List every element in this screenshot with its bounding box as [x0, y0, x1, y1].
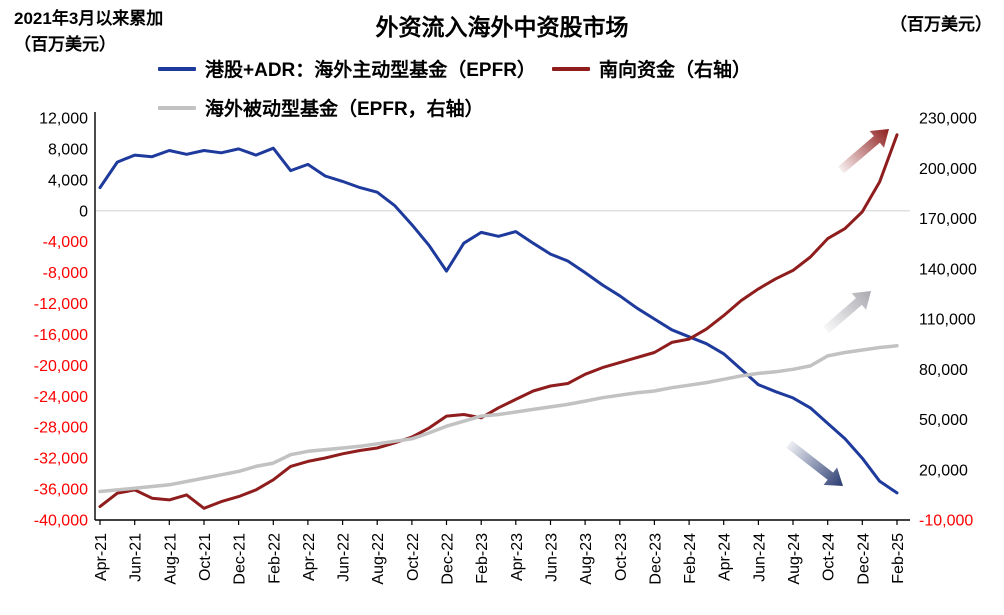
x-axis-tick-label: Dec-24	[855, 533, 872, 585]
left-axis-tick-label: -28,000	[34, 420, 88, 437]
x-axis-tick-label: Apr-24	[717, 533, 734, 581]
legend-line-swatch-gray	[158, 105, 196, 110]
x-axis-tick-label: Apr-21	[93, 533, 110, 581]
legend-line-swatch-blue	[158, 66, 196, 71]
left-axis-tick-label: 8,000	[48, 141, 88, 158]
left-axis-tick-label: -12,000	[34, 296, 88, 313]
x-axis-tick-label: Jun-22	[336, 533, 353, 582]
left-axis-tick-label: -36,000	[34, 482, 88, 499]
active-outflow-trend-arrow-icon	[786, 440, 843, 486]
x-axis-tick-label: Oct-23	[613, 533, 630, 581]
legend-item-active-funds: 港股+ADR：海外主动型基金（EPFR）	[158, 55, 536, 82]
x-axis-tick-label: Feb-25	[890, 533, 907, 584]
left-axis-tick-label: 4,000	[48, 172, 88, 189]
x-axis-tick-label: Aug-24	[786, 533, 803, 585]
x-axis-tick-label: Aug-21	[162, 533, 179, 585]
x-axis-tick-label: Oct-21	[197, 533, 214, 581]
x-axis-tick-label: Jun-23	[544, 533, 561, 582]
x-axis-tick-label: Apr-23	[509, 533, 526, 581]
right-axis-tick-label: 140,000	[919, 261, 977, 278]
x-axis-tick-label: Dec-22	[440, 533, 457, 585]
x-axis-tick-label: Feb-23	[474, 533, 491, 584]
right-axis-tick-label: -10,000	[919, 513, 973, 530]
legend-item-passive-funds: 海外被动型基金（EPFR，右轴）	[158, 94, 484, 121]
x-axis-tick-label: Jun-24	[751, 533, 768, 582]
left-axis-tick-label: -40,000	[34, 513, 88, 530]
right-axis-tick-label: 110,000	[919, 312, 976, 329]
left-axis-tick-label: 0	[79, 203, 88, 220]
left-axis-title-line1: 2021年3月以来累加	[14, 9, 164, 28]
legend-row-2: 海外被动型基金（EPFR，右轴）	[158, 94, 751, 121]
x-axis-tick-label: Oct-22	[405, 533, 422, 581]
passive-trend-arrow-icon	[823, 291, 871, 334]
southbound-trend-arrow-icon	[838, 129, 889, 174]
x-axis-tick-label: Feb-22	[266, 533, 283, 584]
left-axis-tick-label: -4,000	[43, 234, 88, 251]
legend-label-southbound: 南向资金（右轴）	[598, 60, 751, 81]
left-axis-tick-label: -20,000	[34, 358, 88, 375]
legend: 港股+ADR：海外主动型基金（EPFR） 南向资金（右轴） 海外被动型基金（EP…	[158, 55, 751, 133]
left-axis-tick-label: -24,000	[34, 389, 88, 406]
legend-label-passive-funds: 海外被动型基金（EPFR，右轴）	[205, 99, 484, 120]
right-axis-tick-label: 200,000	[919, 161, 977, 178]
legend-row-1: 港股+ADR：海外主动型基金（EPFR） 南向资金（右轴）	[158, 55, 751, 82]
series-line-2	[98, 344, 899, 494]
x-axis-tick-label: Dec-21	[232, 533, 249, 585]
left-axis-tick-label: -32,000	[34, 451, 88, 468]
left-axis-title: 2021年3月以来累加 （百万美元）	[14, 6, 163, 57]
x-axis-tick-label: Dec-23	[647, 533, 664, 585]
left-axis-tick-label: -16,000	[34, 327, 88, 344]
x-axis-tick-label: Oct-24	[821, 533, 838, 581]
left-axis-title-line2: （百万美元）	[14, 34, 116, 54]
series-line-1	[98, 133, 899, 510]
left-axis-tick-label: 12,000	[39, 111, 88, 128]
x-axis-tick-label: Feb-24	[682, 533, 699, 584]
right-axis-tick-label: 170,000	[919, 211, 977, 228]
legend-label-active-funds: 港股+ADR：海外主动型基金（EPFR）	[205, 60, 536, 81]
x-axis-tick-label: Jun-21	[128, 533, 145, 582]
left-axis-tick-label: -8,000	[43, 265, 88, 282]
legend-item-southbound: 南向资金（右轴）	[551, 55, 751, 82]
right-axis-tick-label: 80,000	[919, 362, 968, 379]
x-axis-tick-label: Aug-23	[578, 533, 595, 585]
chart-title: 外资流入海外中资股市场	[375, 14, 629, 40]
x-axis-tick-label: Apr-22	[301, 533, 318, 581]
right-axis-tick-label: 50,000	[919, 412, 968, 429]
right-axis-tick-label: 20,000	[919, 462, 968, 479]
series-line-0	[98, 146, 899, 495]
legend-line-swatch-red	[551, 66, 590, 71]
right-axis-title: （百万美元）	[890, 15, 992, 34]
right-axis-tick-label: 230,000	[919, 111, 977, 128]
x-axis-tick-label: Aug-22	[370, 533, 387, 585]
